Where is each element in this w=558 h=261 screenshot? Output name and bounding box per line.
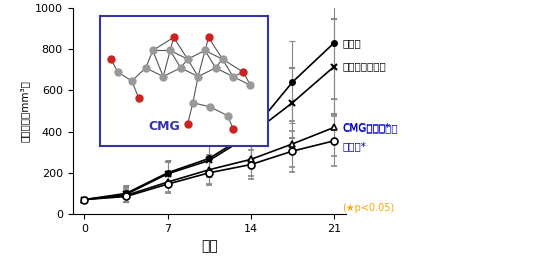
Y-axis label: 肿瘾体积（mm³）: 肿瘾体积（mm³） — [20, 80, 29, 142]
Point — [218, 57, 227, 61]
Text: 并用组*: 并用组* — [343, 141, 366, 151]
Point — [107, 57, 116, 61]
Point — [229, 127, 238, 131]
Text: 奥沙利铂给药组: 奥沙利铂给药组 — [343, 62, 386, 72]
Point — [229, 74, 238, 79]
Text: CMG＆奥沙利铂: CMG＆奥沙利铂 — [343, 123, 398, 133]
Point — [127, 79, 136, 83]
Point — [246, 83, 255, 87]
Point — [148, 48, 157, 52]
Point — [158, 74, 167, 79]
Point — [141, 66, 150, 70]
X-axis label: 天数: 天数 — [201, 239, 218, 253]
Point — [239, 70, 248, 74]
Point — [113, 70, 122, 74]
Point — [189, 100, 198, 105]
Point — [169, 35, 178, 39]
Point — [134, 96, 143, 100]
Point — [204, 35, 213, 39]
Point — [223, 114, 232, 118]
Point — [183, 57, 192, 61]
Point — [166, 48, 175, 52]
Point — [183, 122, 192, 127]
Point — [211, 66, 220, 70]
Text: (★p<0.05): (★p<0.05) — [343, 203, 395, 213]
Text: CMG: CMG — [148, 121, 180, 133]
Text: CMG给药组*: CMG给药组* — [343, 122, 391, 132]
Point — [194, 74, 203, 79]
Text: 对照组: 对照组 — [343, 38, 361, 48]
Point — [176, 66, 185, 70]
Point — [206, 105, 215, 109]
Point — [201, 48, 210, 52]
